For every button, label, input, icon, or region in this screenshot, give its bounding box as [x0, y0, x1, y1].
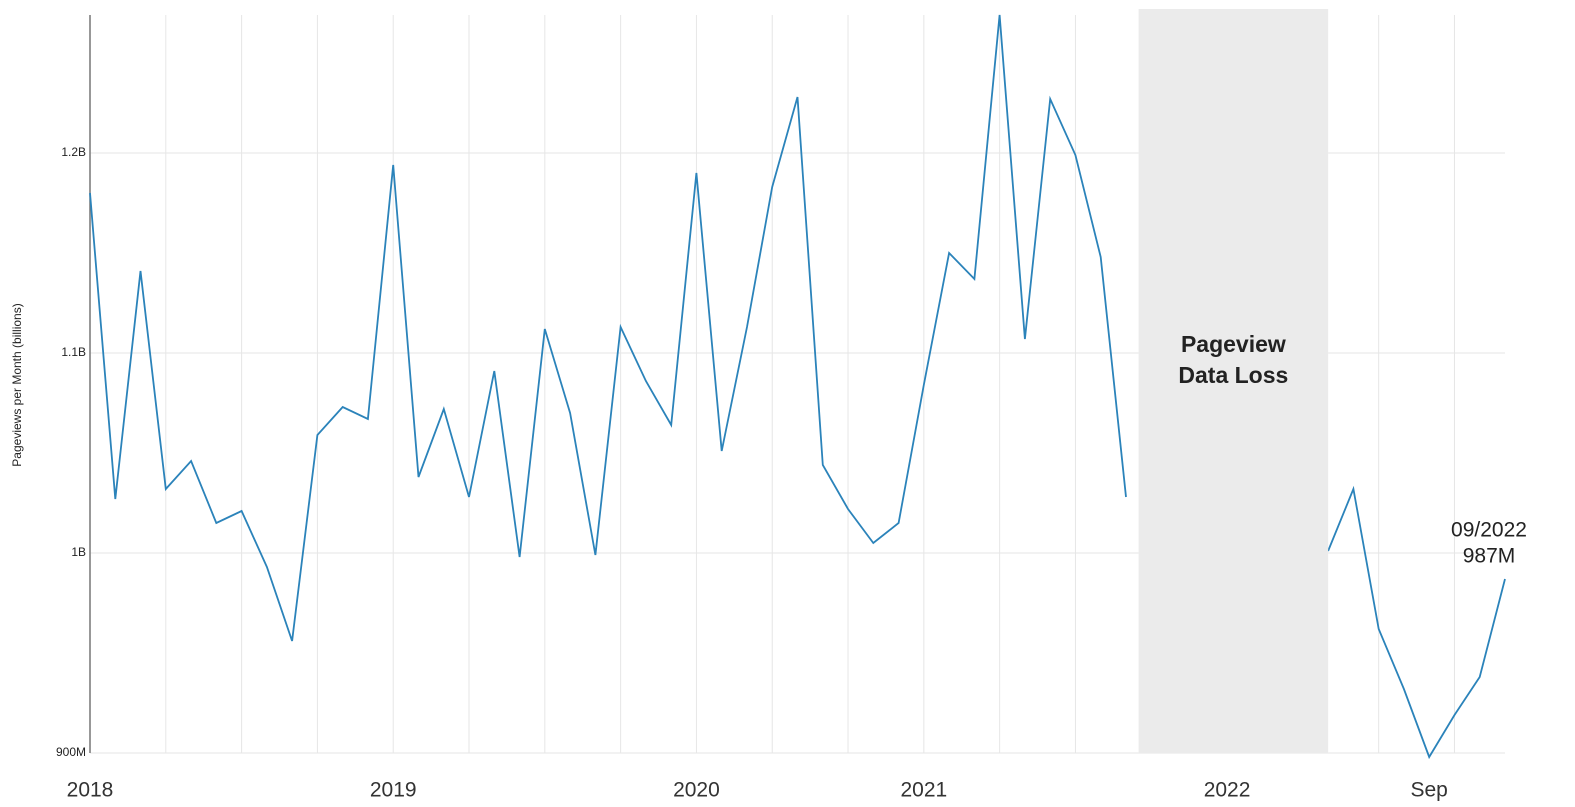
y-tick-label: 1.2B	[61, 145, 86, 159]
value-label: 987M	[1463, 545, 1516, 568]
x-tick-label: 2018	[67, 779, 114, 802]
data-loss-region	[1138, 9, 1329, 753]
x-tick-label: Sep	[1411, 779, 1448, 802]
end-date-label: 09/2022	[1451, 519, 1527, 542]
y-tick-label: 900M	[56, 745, 86, 759]
series-line	[89, 14, 1506, 760]
y-axis-label: Pageviews per Month (billions)	[10, 303, 24, 466]
y-tick-label: 1.1B	[61, 345, 86, 359]
x-tick-label: 2021	[900, 779, 947, 802]
region-label: Pageview	[1181, 331, 1286, 357]
x-tick-label: 2020	[673, 779, 720, 802]
x-tick-label: 2019	[370, 779, 417, 802]
y-tick-label: 1B	[71, 545, 86, 559]
x-tick-label: 2022	[1204, 779, 1251, 802]
region-label: Data Loss	[1178, 362, 1288, 388]
